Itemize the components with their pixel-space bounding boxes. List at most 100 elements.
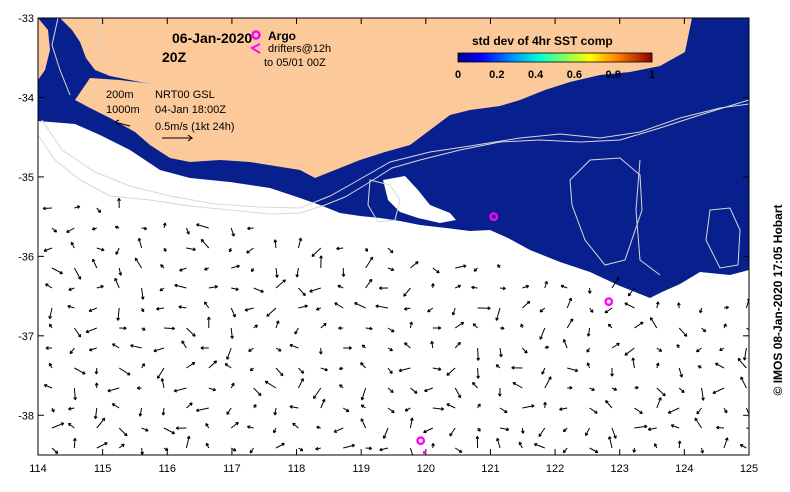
current-vector (454, 321, 465, 329)
current-vector (382, 427, 389, 439)
current-vector (697, 365, 702, 369)
current-vector (51, 422, 65, 429)
x-tick-label: 122 (546, 463, 564, 475)
x-tick-label: 115 (94, 463, 112, 475)
current-vector (562, 447, 568, 454)
current-vector (231, 264, 240, 269)
current-vector (522, 300, 531, 309)
x-tick-label: 123 (611, 463, 629, 475)
current-vector (746, 427, 749, 429)
current-vector (451, 307, 456, 316)
current-vector (522, 404, 535, 409)
current-vector (723, 407, 728, 414)
current-vector (119, 326, 127, 331)
colorbar-tick-label: 0.8 (606, 69, 621, 81)
current-vector (699, 307, 703, 314)
current-vector (424, 387, 433, 393)
current-vector (118, 443, 125, 449)
current-vector (178, 305, 187, 309)
current-vector (360, 362, 366, 369)
current-vector (587, 287, 592, 294)
vector-scale-label: 0.5m/s (1kt 24h) (155, 121, 234, 133)
current-vector (185, 435, 191, 449)
drifters-legend-line1: drifters@12h (268, 43, 331, 55)
current-vector (96, 442, 108, 449)
current-vector (185, 227, 190, 235)
current-vector (604, 307, 613, 314)
current-vector (175, 426, 187, 431)
current-vector (499, 347, 503, 358)
vector-scale-arrow (162, 134, 194, 142)
current-vector (656, 387, 666, 397)
current-vector (409, 447, 414, 455)
current-vector (319, 255, 323, 269)
current-vector (586, 347, 591, 353)
current-vector (655, 362, 660, 369)
contour-label-1000m: 1000m (106, 104, 140, 116)
current-vector (206, 316, 211, 328)
y-tick-label: -35 (18, 172, 34, 184)
current-vector (195, 407, 209, 412)
current-vector (315, 446, 321, 451)
current-vector (141, 363, 145, 369)
current-vector (153, 347, 165, 353)
current-vector (432, 267, 440, 274)
current-vector (246, 425, 254, 429)
x-axis: 114 115 116 117 118 119 120 121 122 123 124 125 (29, 18, 758, 475)
current-vector (45, 346, 53, 350)
current-vector (96, 207, 102, 213)
current-vector (387, 367, 393, 375)
current-vector (163, 247, 167, 252)
current-vector (589, 447, 599, 453)
current-vector (246, 247, 254, 254)
current-vector (48, 323, 53, 329)
current-vector (655, 301, 660, 309)
product-name: NRT00 GSL (155, 89, 215, 101)
current-vector (538, 427, 546, 437)
current-vector (289, 343, 299, 349)
current-vector (631, 357, 635, 369)
current-vector (337, 284, 344, 289)
current-vector (387, 267, 395, 272)
current-vector (364, 247, 369, 252)
current-vector (70, 241, 75, 249)
current-vector (589, 307, 594, 313)
current-vector (610, 367, 614, 377)
current-vector (387, 407, 395, 414)
x-tick-label: 117 (223, 463, 241, 475)
current-vector (181, 340, 187, 349)
argo-float-marker (416, 436, 426, 446)
current-vector (409, 321, 413, 329)
current-vector (656, 347, 663, 352)
current-vector (647, 427, 657, 431)
current-vector (339, 384, 344, 389)
current-vector (247, 226, 254, 231)
current-vector (624, 302, 635, 309)
current-vector (264, 380, 277, 389)
argo-legend-title: Argo (268, 29, 296, 43)
current-vector (694, 417, 703, 429)
current-vector (66, 227, 75, 233)
current-vector (45, 283, 53, 289)
argo-floats (416, 212, 614, 446)
current-vector (173, 387, 187, 393)
current-vector (140, 307, 145, 313)
current-vector (423, 427, 434, 434)
map-date: 06-Jan-2020 (172, 30, 252, 46)
current-vector (93, 407, 98, 420)
current-vector (334, 302, 344, 309)
current-vector (224, 363, 232, 369)
current-vector (477, 306, 491, 311)
current-vector (74, 205, 81, 209)
current-vector (723, 323, 727, 329)
current-vector (244, 307, 254, 312)
current-vector (273, 239, 278, 249)
y-tick-label: -36 (18, 251, 34, 263)
y-tick-label: -37 (18, 331, 34, 343)
current-vector (297, 237, 303, 249)
current-vector (495, 307, 501, 321)
current-vector (118, 267, 123, 276)
argo-float-legend-icon (251, 30, 261, 40)
current-vector (161, 407, 166, 416)
current-vector (231, 287, 239, 291)
